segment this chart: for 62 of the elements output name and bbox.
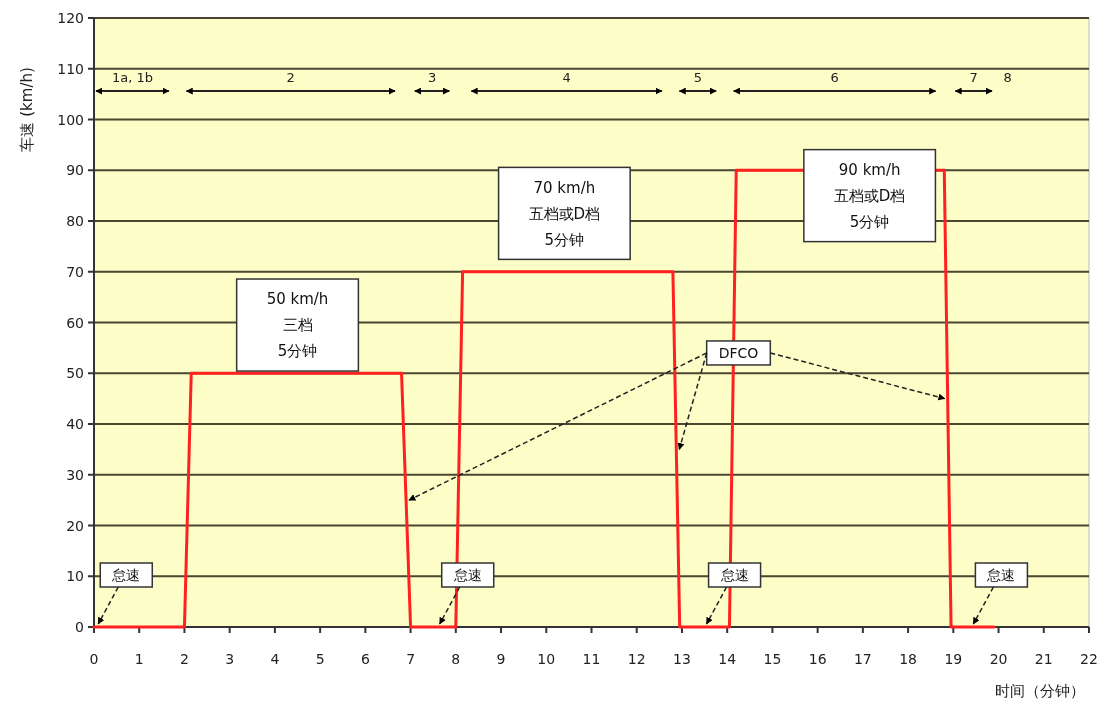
y-tick-label: 100 xyxy=(57,111,84,128)
x-tick-label: 21 xyxy=(1034,651,1053,667)
y-tick-label: 120 xyxy=(57,10,84,26)
x-tick-label: 11 xyxy=(582,651,601,667)
x-tick-label: 14 xyxy=(718,651,737,667)
x-tick-label: 18 xyxy=(899,651,917,667)
picture-callout-box: 怠速 xyxy=(707,562,762,588)
picture-callout-box: 怠速 xyxy=(441,562,495,588)
x-tick-label: 7 xyxy=(406,651,416,667)
x-tick-label: 3 xyxy=(225,651,235,667)
x-tick-label: 20 xyxy=(989,651,1008,667)
x-tick-label: 6 xyxy=(360,651,370,667)
y-tick-label: 110 xyxy=(57,60,84,77)
x-tick-label: 22 xyxy=(1080,651,1098,667)
y-tick-label: 60 xyxy=(66,314,84,331)
y-tick-label: 80 xyxy=(66,213,84,229)
picture-callout-box: 50 km/h 三档 5分钟 xyxy=(235,278,360,372)
annotation: 4 xyxy=(562,70,571,86)
x-tick-label: 0 xyxy=(89,651,99,667)
x-tick-label: 9 xyxy=(496,651,506,667)
x-tick-label: 12 xyxy=(627,651,646,667)
annotation: 90 km/h 五档或D档 5分钟 xyxy=(833,160,906,231)
x-axis-title: 时间（分钟） xyxy=(995,682,1085,700)
picture-callout-box: 90 km/h 五档或D档 5分钟 xyxy=(803,148,937,243)
picture-callout-box: 70 km/h 五档或D档 5分钟 xyxy=(497,166,631,261)
annotation: 怠速 xyxy=(986,566,1016,583)
x-tick-label: 10 xyxy=(537,651,556,667)
y-tick-label: 90 xyxy=(66,162,84,179)
annotation: 1a, 1b xyxy=(111,70,153,86)
annotation: 怠速 xyxy=(452,566,482,583)
annotation: 8 xyxy=(1003,70,1012,86)
x-tick-label: 8 xyxy=(451,651,461,667)
x-tick-label: 5 xyxy=(315,651,325,667)
y-tick-label: 40 xyxy=(66,416,84,432)
annotation: 怠速 xyxy=(719,566,749,583)
annotation: DFCO xyxy=(718,344,759,361)
y-tick-label: 20 xyxy=(66,517,84,534)
x-tick-label: 16 xyxy=(808,651,827,667)
x-tick-label: 19 xyxy=(944,651,963,667)
picture-callout-box: DFCO xyxy=(705,340,772,366)
y-tick-label: 0 xyxy=(75,619,84,635)
x-tick-label: 2 xyxy=(179,651,189,667)
annotation: 2 xyxy=(286,70,295,86)
y-tick-label: 50 xyxy=(66,365,84,382)
y-tick-label: 30 xyxy=(66,466,84,483)
y-axis-title: 车速 (km/h) xyxy=(18,67,36,152)
y-tick-label: 70 xyxy=(66,263,84,280)
annotation: 6 xyxy=(830,70,839,86)
picture-callout-box: 怠速 xyxy=(974,562,1029,588)
x-tick-label: 4 xyxy=(270,651,280,667)
x-tick-label: 1 xyxy=(134,651,144,667)
annotation: 7 xyxy=(969,70,978,86)
x-tick-label: 15 xyxy=(763,651,782,667)
annotation: 怠速 xyxy=(111,566,141,583)
annotation: 3 xyxy=(427,70,437,86)
annotation: 5 xyxy=(693,70,702,86)
annotation: 70 km/h 五档或D档 5分钟 xyxy=(528,178,601,249)
x-tick-label: 13 xyxy=(673,651,691,667)
x-tick-label: 17 xyxy=(853,651,872,667)
annotation: 50 km/h 三档 5分钟 xyxy=(266,290,329,361)
picture-callout-box: 怠速 xyxy=(99,562,153,588)
y-tick-label: 10 xyxy=(66,568,84,585)
